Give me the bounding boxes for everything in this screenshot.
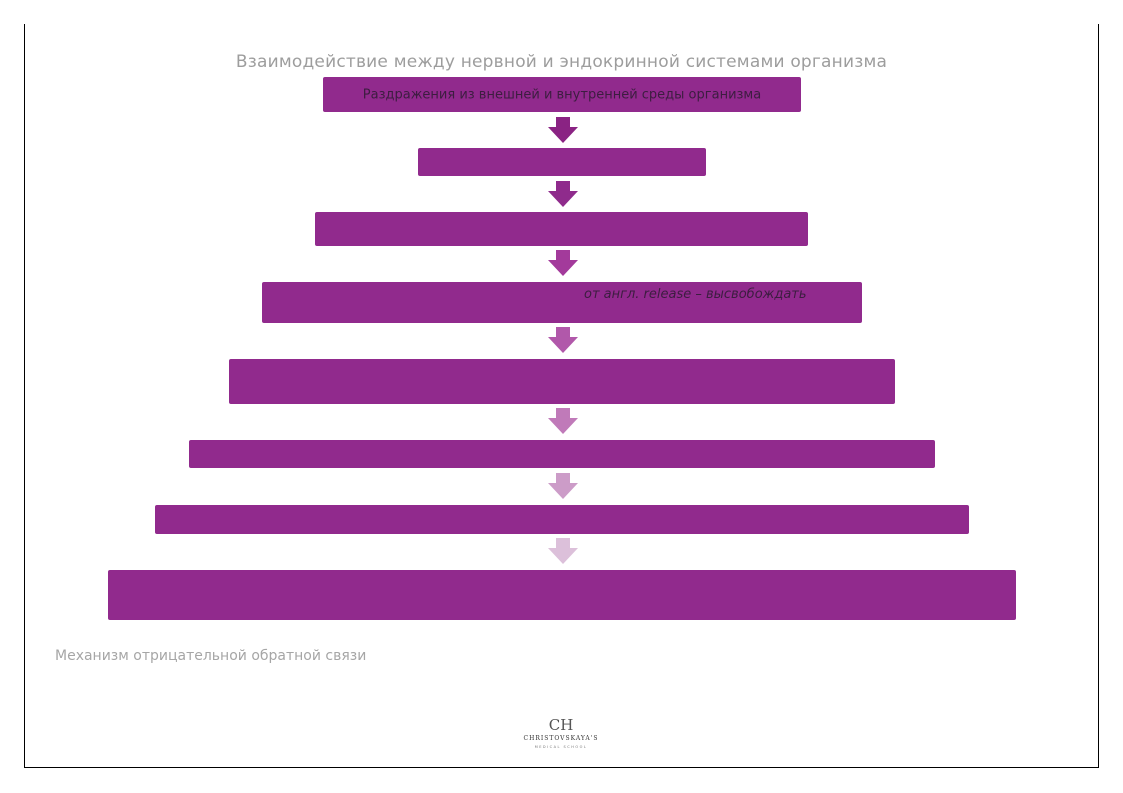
step-label-1: Раздражения из внешней и внутренней сред… [362, 87, 762, 102]
step-box-6 [189, 440, 935, 468]
step-box-3 [315, 212, 808, 246]
arrow-shape-1 [548, 117, 578, 143]
page-border-left [24, 24, 25, 768]
diagram-title: Взаимодействие между нервной и эндокринн… [235, 52, 888, 72]
step-box-1: Раздражения из внешней и внутренней сред… [323, 77, 801, 112]
arrow-shape-2 [548, 181, 578, 207]
logo-name: CHRISTOVSKAYA'S [523, 735, 599, 742]
school-logo: CH CHRISTOVSKAYA'S MEDICAL SCHOOL [511, 716, 611, 750]
arrow-shape-6 [548, 473, 578, 499]
logo-sub: MEDICAL SCHOOL [534, 745, 588, 749]
down-arrow-icon [548, 538, 578, 564]
down-arrow-icon [548, 181, 578, 207]
caption: Механизм отрицательной обратной связи [55, 648, 367, 664]
down-arrow-icon [548, 408, 578, 434]
page-border-right [1098, 24, 1099, 768]
down-arrow-icon [548, 250, 578, 276]
arrow-shape-5 [548, 408, 578, 434]
logo-mark: CH [548, 716, 574, 734]
arrow-shape-7 [548, 538, 578, 564]
arrow-shape-4 [548, 327, 578, 353]
step-box-5 [229, 359, 895, 404]
page-border-bottom [24, 767, 1099, 768]
down-arrow-icon [548, 327, 578, 353]
step-note: от англ. release – высвобождать [584, 287, 807, 302]
step-box-2 [418, 148, 706, 176]
down-arrow-icon [548, 473, 578, 499]
step-box-7 [155, 505, 969, 534]
step-box-8 [108, 570, 1016, 620]
down-arrow-icon [548, 117, 578, 143]
arrow-shape-3 [548, 250, 578, 276]
step-box-4: от англ. release – высвобождать [262, 282, 862, 323]
